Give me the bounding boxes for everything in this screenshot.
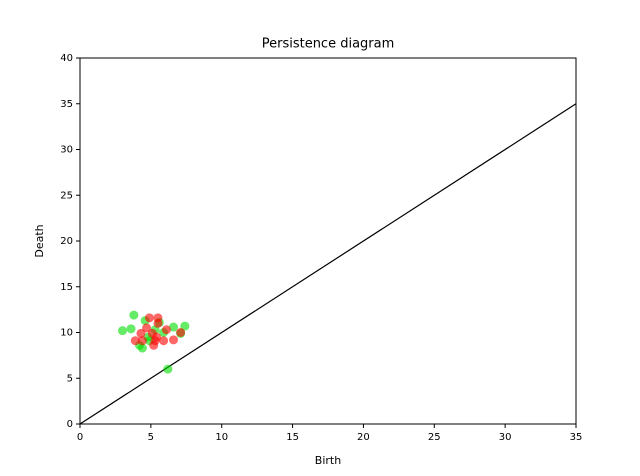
chart-title: Persistence diagram — [262, 37, 395, 52]
point — [142, 323, 152, 333]
point — [118, 326, 128, 336]
y-tick-label: 15 — [60, 282, 73, 293]
y-tick-label: 10 — [60, 328, 73, 339]
point — [161, 325, 171, 335]
x-tick-label: 25 — [428, 432, 441, 443]
point — [163, 364, 173, 374]
y-tick-label: 35 — [60, 99, 73, 110]
x-tick-label: 30 — [499, 432, 512, 443]
y-axis-label: Death — [33, 224, 46, 257]
y-tick-label: 25 — [60, 190, 73, 201]
point — [129, 310, 139, 320]
point — [153, 318, 163, 328]
y-tick-label: 30 — [60, 145, 73, 156]
x-tick-label: 0 — [77, 432, 83, 443]
point — [152, 332, 162, 342]
point — [149, 340, 159, 350]
x-tick-label: 10 — [215, 432, 228, 443]
y-tick-label: 0 — [67, 419, 73, 430]
x-tick-label: 15 — [286, 432, 299, 443]
point — [169, 335, 179, 345]
point — [169, 322, 179, 332]
point — [136, 328, 146, 338]
point — [137, 343, 147, 353]
point — [144, 313, 154, 323]
plot-frame — [79, 57, 577, 425]
diagonal-line — [79, 103, 577, 425]
y-tick-label: 5 — [67, 373, 73, 384]
point — [180, 321, 190, 331]
x-tick-label: 20 — [357, 432, 370, 443]
point — [126, 324, 136, 334]
point — [159, 336, 169, 346]
point — [130, 336, 140, 346]
point — [176, 328, 186, 337]
y-tick-label: 40 — [60, 53, 73, 64]
y-tick-label: 20 — [60, 236, 73, 247]
x-tick-label: 5 — [148, 432, 154, 443]
x-tick-label: 35 — [570, 432, 583, 443]
x-axis-label: Birth — [315, 454, 341, 467]
point — [137, 336, 147, 346]
